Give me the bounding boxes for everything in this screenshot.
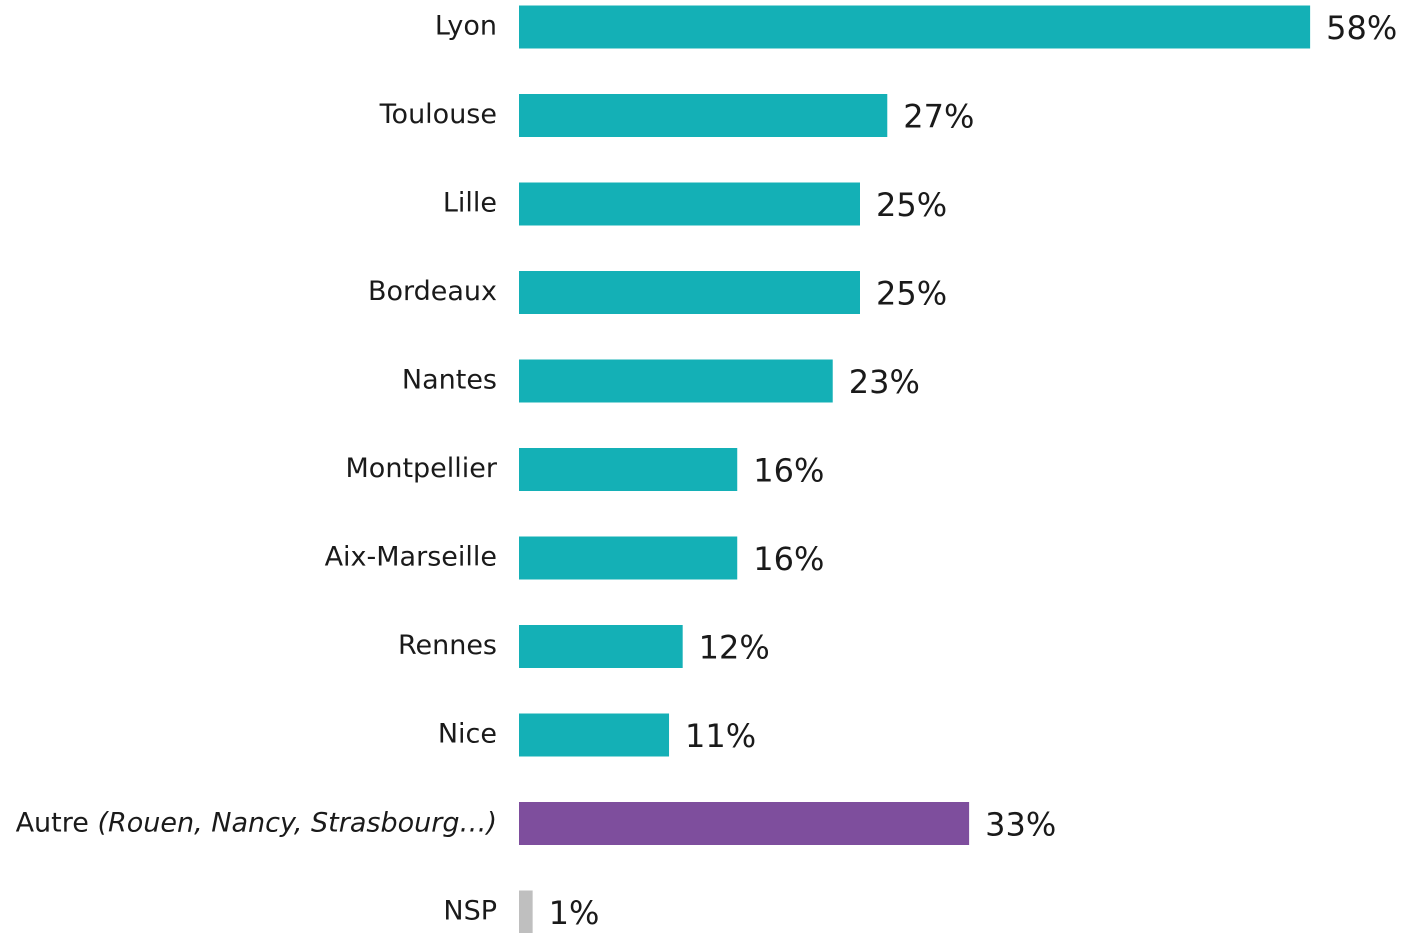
category-label: Autre (Rouen, Nancy, Strasbourg…)	[16, 807, 497, 838]
category-label: Toulouse	[379, 99, 497, 130]
value-label: 27%	[903, 98, 974, 136]
value-label: 12%	[699, 629, 770, 667]
bar	[519, 5, 1311, 49]
bar	[519, 890, 533, 933]
category-label: Nantes	[402, 365, 497, 396]
bar	[519, 359, 833, 403]
value-label: 33%	[985, 806, 1056, 844]
bar	[519, 625, 683, 668]
value-label: 16%	[753, 452, 824, 490]
bar	[519, 182, 860, 226]
bar	[519, 713, 670, 757]
category-label: Lille	[443, 188, 497, 219]
category-label: Aix-Marseille	[325, 542, 497, 573]
value-label: 58%	[1326, 9, 1397, 47]
bar	[519, 536, 738, 580]
value-label: 25%	[876, 186, 947, 224]
value-label: 25%	[876, 275, 947, 313]
value-label: 11%	[685, 717, 756, 755]
value-label: 1%	[549, 894, 600, 932]
bar	[519, 271, 860, 314]
category-label: Bordeaux	[368, 276, 497, 307]
bar	[519, 802, 970, 845]
category-label: Lyon	[435, 11, 497, 42]
bar	[519, 94, 888, 137]
category-label: Nice	[438, 719, 497, 750]
category-label: NSP	[443, 896, 497, 927]
value-label: 23%	[849, 363, 920, 401]
category-label: Rennes	[398, 630, 497, 661]
value-label: 16%	[753, 540, 824, 578]
bar	[519, 448, 738, 491]
category-label: Montpellier	[346, 453, 498, 484]
